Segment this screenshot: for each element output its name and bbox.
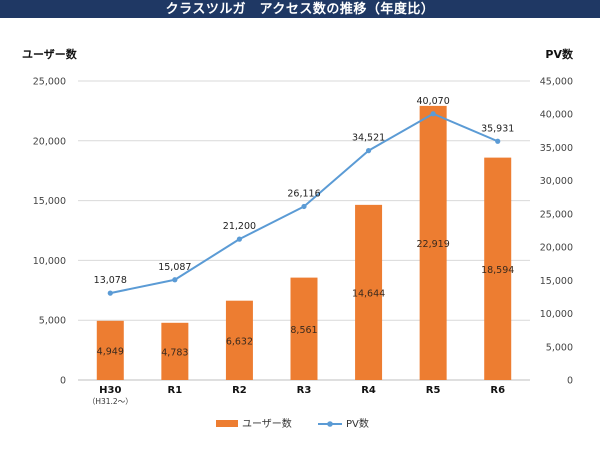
x-category-labels: H30 R1 R2 R3 R4 R5 R6 （H31.2～） [88,385,505,406]
title-bar [0,0,600,18]
x-category-label: R5 [426,385,441,396]
bar-value-label: 22,919 [417,239,450,250]
bar-value-label: 8,561 [290,325,317,336]
bar-value-label: 6,632 [226,336,253,347]
pv-value-label: 35,931 [481,123,514,134]
pv-value-labels: 13,078 15,087 21,200 26,116 34,521 40,070 35,9… [94,96,515,286]
pv-value-label: 21,200 [223,221,256,232]
pv-value-label: 40,070 [417,96,450,107]
bar-users-R4 [355,204,383,380]
pv-point-R1 [172,277,178,283]
pv-point-R2 [236,236,243,242]
pv-point-R3 [301,203,307,210]
y-right-tick-label: 0 [567,376,573,387]
bar-value-labels: 4,949 4,783 6,632 8,561 14,644 22,919 18,594 [97,239,515,358]
y-left-tick-labels: 0 5,000 10,000 15,000 20,000 25,000 [33,77,66,387]
y-right-tick-label: 25,000 [540,209,573,220]
line-pv [107,111,501,296]
x-category-label: R3 [297,385,312,396]
x-category-label: R1 [168,385,183,396]
y-right-tick-label: 35,000 [540,143,573,154]
bar-users-R1 [161,322,189,380]
x-category-label: H30 [99,385,121,396]
pv-point-R4 [365,148,372,154]
bars-users [96,105,512,380]
bar-users-R5 [419,105,447,380]
legend: ユーザー数 PV数 [216,417,369,430]
y-left-tick-label: 5,000 [39,316,66,327]
pv-value-label: 13,078 [94,275,127,286]
bar-users-R2 [225,300,253,380]
legend-marker-pv [327,421,333,427]
y-left-axis-title: ユーザー数 [22,47,78,61]
chart-title: クラスツルガ アクセス数の推移（年度比） [166,1,435,17]
legend-label-pv: PV数 [346,417,369,430]
bar-users-H30 [96,320,124,380]
bar-users-R6 [484,157,512,380]
y-right-tick-label: 30,000 [540,176,573,187]
y-left-tick-label: 25,000 [33,77,66,88]
x-category-label: R2 [232,385,247,396]
bar-value-label: 4,949 [97,346,124,357]
y-right-axis-title: PV数 [545,47,574,61]
legend-label-users: ユーザー数 [242,417,292,430]
pv-point-R5 [430,111,436,117]
bar-value-label: 18,594 [481,265,514,276]
pv-value-label: 26,116 [287,188,320,199]
bar-users-R3 [290,277,318,380]
y-right-tick-label: 40,000 [540,110,573,121]
y-left-tick-label: 10,000 [33,256,66,267]
y-right-tick-labels: 0 5,000 10,000 15,000 20,000 25,000 30,000 35,0… [540,77,573,387]
pv-value-label: 15,087 [158,262,191,273]
x-category-label: R4 [361,385,376,396]
bar-value-label: 4,783 [161,347,188,358]
x-category-note: （H31.2～） [88,397,133,406]
y-left-tick-label: 20,000 [33,136,66,147]
pv-value-label: 34,521 [352,133,385,144]
y-left-tick-label: 0 [60,376,66,387]
y-right-tick-label: 15,000 [540,276,573,287]
y-right-tick-label: 10,000 [540,309,573,320]
pv-point-R6 [495,138,501,144]
y-right-tick-label: 20,000 [540,243,573,254]
bar-value-label: 14,644 [352,288,385,299]
y-right-tick-label: 5,000 [546,342,573,353]
x-category-label: R6 [490,385,505,396]
pv-point-H30 [107,290,113,296]
y-right-tick-label: 45,000 [540,77,573,88]
y-left-tick-label: 15,000 [33,196,66,207]
legend-swatch-users [216,420,238,427]
